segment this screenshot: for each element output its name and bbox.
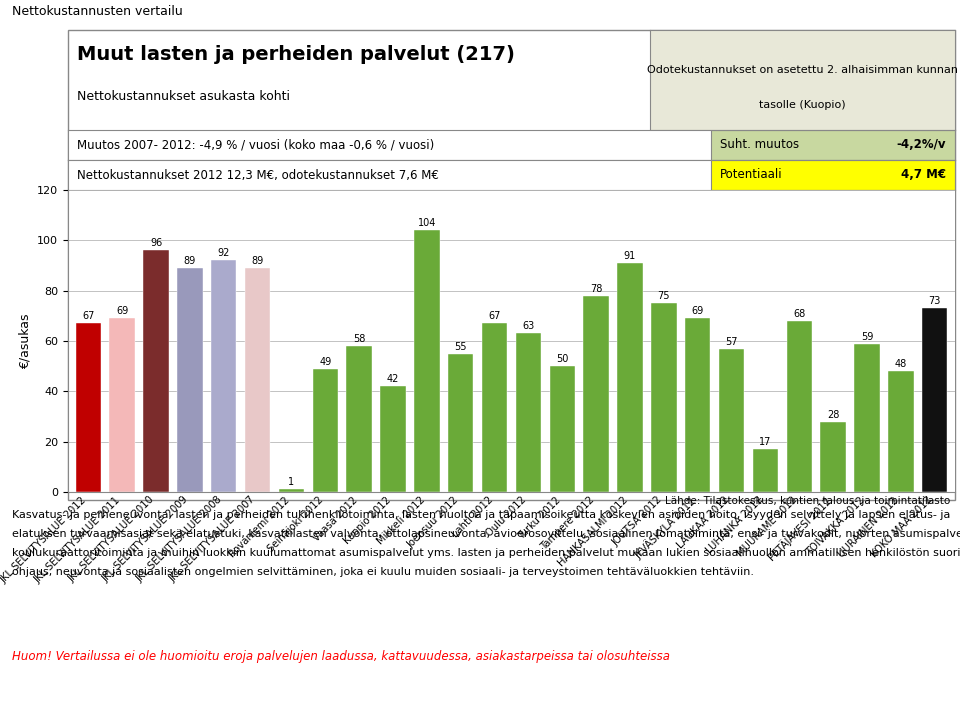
Text: 91: 91 bbox=[624, 251, 636, 261]
Text: 57: 57 bbox=[726, 337, 738, 347]
Text: 96: 96 bbox=[150, 239, 162, 249]
Text: -4,2%/v: -4,2%/v bbox=[897, 138, 947, 152]
Bar bbox=[347, 346, 372, 492]
Text: Suht. muutos: Suht. muutos bbox=[720, 138, 799, 152]
Text: Huom! Vertailussa ei ole huomioitu eroja palvelujen laadussa, kattavuudessa, asi: Huom! Vertailussa ei ole huomioitu eroja… bbox=[12, 650, 669, 663]
Text: ohjaus, neuvonta ja sosiaalisten ongelmien selvittäminen, joka ei kuulu muiden s: ohjaus, neuvonta ja sosiaalisten ongelmi… bbox=[12, 567, 754, 577]
Bar bbox=[448, 354, 473, 492]
Bar bbox=[786, 321, 812, 492]
Text: Kasvatus- ja perheneuvonta, lasten ja perheiden tukihenkilötoiminta, lasten huol: Kasvatus- ja perheneuvonta, lasten ja pe… bbox=[12, 510, 949, 520]
Text: 69: 69 bbox=[116, 306, 129, 316]
Text: Nettokustannukset asukasta kohti: Nettokustannukset asukasta kohti bbox=[77, 90, 290, 103]
Text: 42: 42 bbox=[387, 374, 399, 384]
Bar bbox=[651, 304, 677, 492]
Bar bbox=[278, 489, 304, 492]
Bar bbox=[313, 369, 338, 492]
Text: elatuksen turvaamisasiat sekä elatustuki, kasvattilasten valvonta, ottolapsineuv: elatuksen turvaamisasiat sekä elatustuki… bbox=[12, 529, 960, 539]
Text: 73: 73 bbox=[928, 297, 941, 306]
Bar bbox=[245, 268, 271, 492]
Bar bbox=[711, 160, 955, 190]
Text: koulukuraattoritoiminta ja muihin luokkiin kuulumattomat asumispalvelut yms. las: koulukuraattoritoiminta ja muihin luokki… bbox=[12, 548, 960, 558]
Bar bbox=[482, 323, 507, 492]
Text: tasolle (Kuopio): tasolle (Kuopio) bbox=[759, 100, 846, 110]
Bar bbox=[719, 349, 744, 492]
Text: 28: 28 bbox=[827, 409, 839, 419]
Bar bbox=[685, 318, 710, 492]
Bar bbox=[549, 366, 575, 492]
Y-axis label: €/asukas: €/asukas bbox=[18, 313, 32, 369]
Bar bbox=[753, 449, 779, 492]
Text: 78: 78 bbox=[590, 284, 602, 294]
Text: 49: 49 bbox=[319, 357, 331, 366]
Text: 63: 63 bbox=[522, 321, 535, 331]
Bar bbox=[211, 261, 236, 492]
Bar bbox=[76, 323, 101, 492]
Text: 89: 89 bbox=[252, 256, 264, 266]
Text: 67: 67 bbox=[83, 311, 94, 321]
Text: 55: 55 bbox=[454, 342, 467, 352]
Text: Lähde: Tilastokeskus, kuntien talous- ja toimintatilasto: Lähde: Tilastokeskus, kuntien talous- ja… bbox=[665, 496, 950, 506]
Bar bbox=[888, 371, 914, 492]
Text: 69: 69 bbox=[691, 306, 704, 316]
Text: 1: 1 bbox=[288, 477, 295, 487]
Text: 58: 58 bbox=[353, 334, 366, 344]
Bar bbox=[516, 333, 541, 492]
Text: 67: 67 bbox=[489, 311, 501, 321]
Bar bbox=[380, 386, 406, 492]
Text: 50: 50 bbox=[556, 354, 568, 364]
Bar bbox=[109, 318, 134, 492]
Bar bbox=[854, 344, 879, 492]
Text: 59: 59 bbox=[861, 332, 874, 342]
Bar bbox=[617, 263, 642, 492]
Bar bbox=[922, 309, 948, 492]
Text: Muutos 2007- 2012: -4,9 % / vuosi (koko maa -0,6 % / vuosi): Muutos 2007- 2012: -4,9 % / vuosi (koko … bbox=[77, 138, 434, 152]
Bar bbox=[584, 296, 609, 492]
Text: Potentiaali: Potentiaali bbox=[720, 169, 782, 181]
Text: Nettokustannusten vertailu: Nettokustannusten vertailu bbox=[12, 5, 182, 18]
Text: Odotekustannukset on asetettu 2. alhaisimman kunnan: Odotekustannukset on asetettu 2. alhaisi… bbox=[647, 65, 958, 75]
Text: 104: 104 bbox=[418, 218, 436, 228]
Text: 68: 68 bbox=[793, 309, 805, 319]
Text: 48: 48 bbox=[895, 359, 907, 369]
Text: 75: 75 bbox=[658, 292, 670, 301]
Text: Muut lasten ja perheiden palvelut (217): Muut lasten ja perheiden palvelut (217) bbox=[77, 45, 515, 64]
Bar bbox=[711, 130, 955, 160]
Bar bbox=[821, 421, 846, 492]
Text: 92: 92 bbox=[218, 249, 230, 258]
Bar bbox=[178, 268, 203, 492]
Bar bbox=[414, 230, 440, 492]
Text: 17: 17 bbox=[759, 437, 772, 447]
Text: 4,7 M€: 4,7 M€ bbox=[901, 169, 947, 181]
Text: 89: 89 bbox=[183, 256, 196, 266]
Bar bbox=[143, 251, 169, 492]
Text: Nettokustannukset 2012 12,3 M€, odotekustannukset 7,6 M€: Nettokustannukset 2012 12,3 M€, odotekus… bbox=[77, 169, 439, 181]
